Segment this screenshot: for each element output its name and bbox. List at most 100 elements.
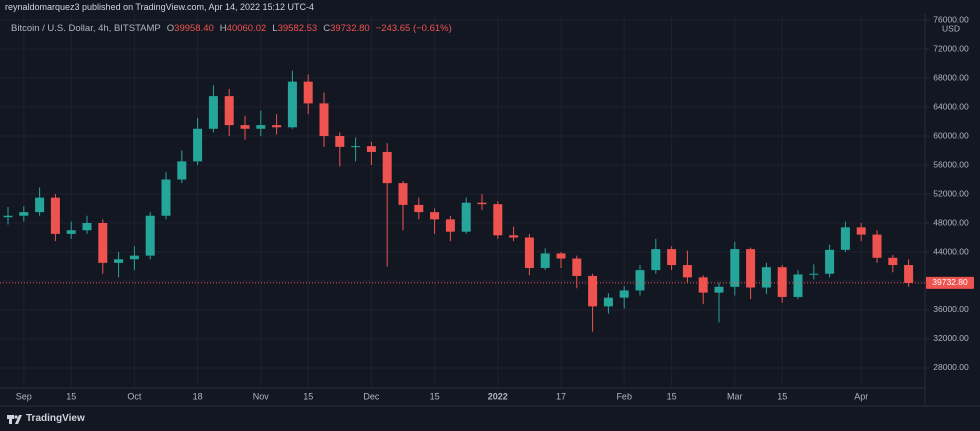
candle-body bbox=[224, 96, 234, 126]
candle-body bbox=[777, 267, 787, 297]
y-tick-label: 72000.00 bbox=[933, 43, 969, 53]
x-tick-label: 15 bbox=[66, 391, 76, 401]
candle-body bbox=[793, 274, 803, 297]
x-tick-label: Sep bbox=[16, 391, 32, 401]
candle-body bbox=[698, 277, 708, 293]
symbol-legend: Bitcoin / U.S. Dollar, 4h, BITSTAMP O399… bbox=[11, 23, 452, 34]
candle-body bbox=[461, 202, 471, 232]
candle-body bbox=[50, 197, 60, 234]
x-tick-label: Dec bbox=[363, 391, 380, 401]
candle-body bbox=[904, 265, 914, 283]
candle-body bbox=[509, 235, 519, 238]
candle-body bbox=[208, 96, 218, 129]
x-tick-label: 2022 bbox=[488, 391, 508, 401]
candle-body bbox=[730, 249, 740, 287]
x-tick-label: 18 bbox=[193, 391, 203, 401]
x-tick-label: Nov bbox=[253, 391, 270, 401]
candle-body bbox=[872, 234, 882, 258]
x-tick-label: 15 bbox=[430, 391, 440, 401]
y-tick-label: 68000.00 bbox=[933, 72, 969, 82]
y-tick-label: 52000.00 bbox=[933, 188, 969, 198]
x-tick-label: Mar bbox=[727, 391, 743, 401]
candle-body bbox=[445, 219, 455, 232]
candle-body bbox=[714, 286, 724, 293]
candle-body bbox=[477, 202, 487, 205]
x-tick-label: Oct bbox=[127, 391, 142, 401]
candle-body bbox=[856, 227, 866, 235]
ohlc-letter: C bbox=[323, 23, 331, 34]
candle-body bbox=[3, 215, 13, 218]
candle-body bbox=[888, 257, 898, 266]
candle-body bbox=[493, 204, 503, 236]
x-tick-label: 17 bbox=[556, 391, 566, 401]
currency-label: USD bbox=[942, 23, 960, 33]
ohlc-letter: L bbox=[272, 23, 278, 34]
candle-body bbox=[66, 230, 76, 234]
ohlc-value: 40060.02 bbox=[226, 23, 267, 34]
candle-body bbox=[667, 249, 677, 266]
candle-body bbox=[366, 146, 376, 152]
ohlc-value: 39582.53 bbox=[277, 23, 318, 34]
candle-body bbox=[319, 103, 329, 137]
y-tick-label: 48000.00 bbox=[933, 217, 969, 227]
candle-body bbox=[19, 212, 29, 216]
y-tick-label: 36000.00 bbox=[933, 304, 969, 314]
ohlc-value: 39958.40 bbox=[174, 23, 214, 34]
candle-body bbox=[256, 125, 266, 129]
candle-body bbox=[303, 81, 313, 104]
candle-body bbox=[398, 183, 408, 205]
candle-body bbox=[161, 179, 171, 216]
candle-body bbox=[540, 253, 550, 268]
ohlc-item: H40060.02 bbox=[220, 23, 267, 34]
candle-body bbox=[145, 215, 155, 256]
candle-body bbox=[603, 297, 613, 307]
candle-body bbox=[351, 146, 361, 148]
x-tick-label: 15 bbox=[667, 391, 677, 401]
candle-body bbox=[82, 223, 92, 231]
y-tick-label: 44000.00 bbox=[933, 246, 969, 256]
candle-body bbox=[240, 125, 250, 129]
candle-body bbox=[335, 136, 345, 147]
candle-body bbox=[193, 128, 203, 162]
candle-body bbox=[98, 223, 108, 263]
y-tick-label: 60000.00 bbox=[933, 130, 969, 140]
candle-body bbox=[588, 275, 598, 307]
y-tick-label: 64000.00 bbox=[933, 101, 969, 111]
symbol-name: Bitcoin / U.S. Dollar, 4h, BITSTAMP bbox=[11, 23, 161, 34]
candle-body bbox=[651, 249, 661, 271]
x-tick-label: 15 bbox=[777, 391, 787, 401]
candle-body bbox=[129, 255, 139, 260]
logo-part bbox=[9, 415, 12, 424]
candle-body bbox=[619, 290, 629, 298]
y-tick-label: 28000.00 bbox=[933, 362, 969, 372]
candle-body bbox=[287, 81, 297, 128]
ohlc-item: L39582.53 bbox=[272, 23, 317, 34]
x-tick-label: 15 bbox=[303, 391, 313, 401]
candle-body bbox=[761, 267, 771, 288]
logo-part bbox=[15, 415, 22, 424]
candle-body bbox=[414, 204, 424, 213]
ohlc-letter: H bbox=[219, 23, 227, 34]
y-tick-label: 76000.00 bbox=[933, 14, 969, 24]
candle-body bbox=[35, 197, 45, 213]
publisher-line: reynaldomarquez3 published on TradingVie… bbox=[5, 2, 315, 12]
brand-name: TradingView bbox=[26, 413, 85, 424]
candle-body bbox=[746, 249, 756, 288]
candle-body bbox=[272, 125, 282, 128]
ohlc-letter: O bbox=[166, 23, 175, 34]
y-tick-label: 56000.00 bbox=[933, 159, 969, 169]
candle-body bbox=[635, 270, 645, 291]
x-tick-label: Apr bbox=[854, 391, 868, 401]
candle-body bbox=[682, 265, 692, 278]
ohlc-item: O39958.40 bbox=[167, 23, 214, 34]
ohlc-value: 39732.80 bbox=[330, 23, 370, 34]
x-tick-label: Feb bbox=[616, 391, 632, 401]
candles bbox=[3, 70, 914, 332]
brand-logo bbox=[7, 415, 22, 424]
last-price-box bbox=[926, 276, 974, 289]
candle-body bbox=[809, 273, 819, 275]
change: −243.65 (−0.61%) bbox=[375, 23, 452, 34]
candle-body bbox=[572, 258, 582, 276]
